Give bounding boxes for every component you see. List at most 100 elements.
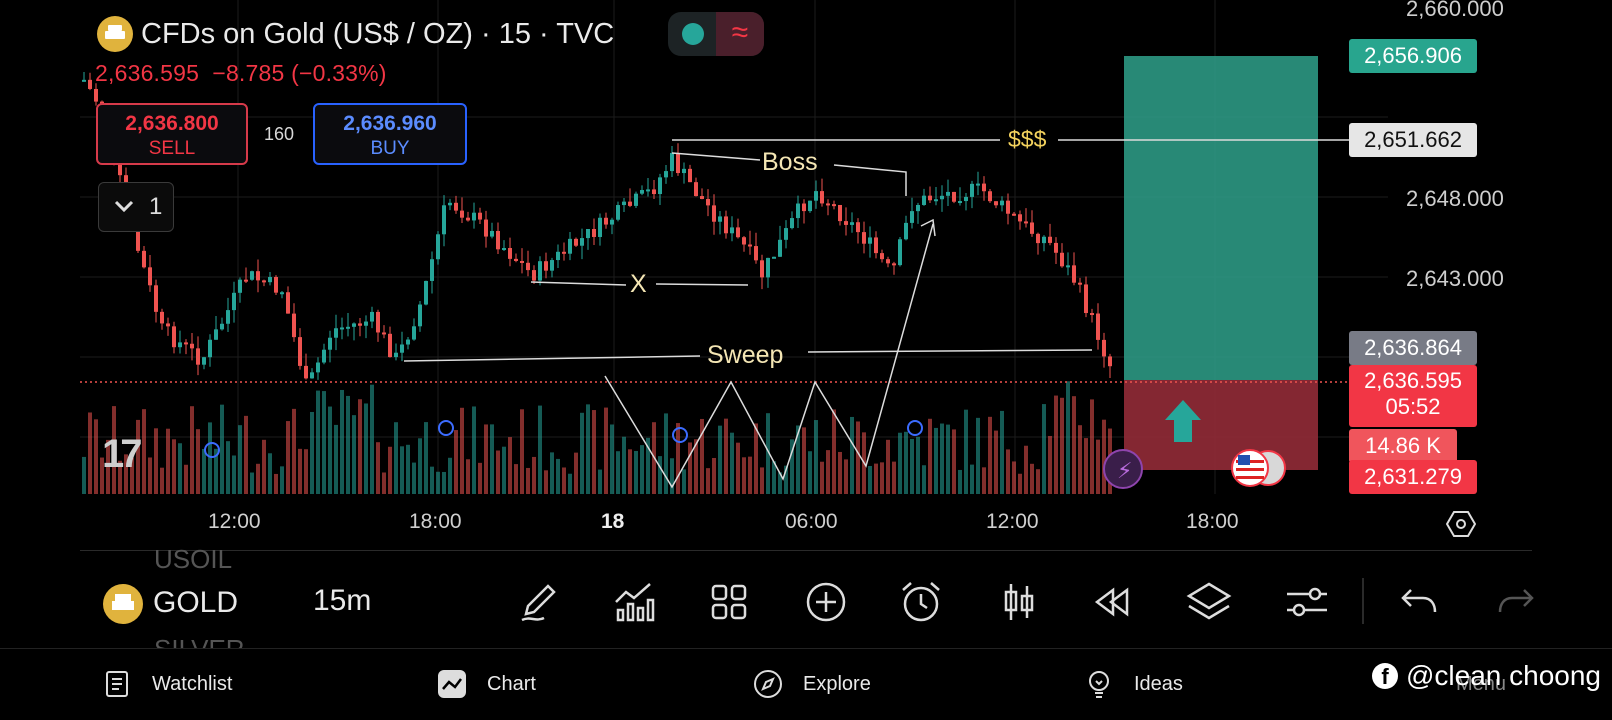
x-label[interactable]: X [630,270,647,298]
time-tick-day: 18 [601,510,625,533]
candle-body [322,349,326,363]
candle-body [802,203,806,212]
volume-bar [1024,445,1028,494]
settings-sliders-icon[interactable] [1283,578,1331,626]
volume-bar [322,391,326,494]
candle-body [1078,282,1082,285]
volume-bar [460,407,464,494]
current-symbol[interactable]: GOLD [153,586,239,619]
candle-body [1006,200,1010,214]
us-flag-icon[interactable] [1231,449,1286,487]
prev-symbol[interactable]: USOIL [154,544,233,574]
candle-body [502,248,506,251]
volume-bar [724,418,728,494]
current-price-label[interactable]: 2,636.595 05:52 [1349,365,1477,427]
volume-bar [430,466,434,494]
symbol-header[interactable]: CFDs on Gold (US$ / OZ) · 15 · TVC [97,14,614,54]
grid-icon[interactable] [705,578,753,626]
boss-label[interactable]: Boss [762,148,818,176]
candle-body [832,204,836,207]
target-price-label[interactable]: 2,656.906 [1349,39,1477,73]
candle-body [940,195,944,200]
layers-icon[interactable] [1185,578,1233,626]
candle-body [640,190,644,194]
volume-bar [706,468,710,494]
candle-body [550,260,554,271]
volume-bar [670,458,674,494]
redo-icon[interactable] [1492,578,1540,626]
volume-bar [604,407,608,494]
indicators-icon[interactable] [610,578,658,626]
volume-bar [268,453,272,494]
liquidity-label[interactable]: $$$ [1008,126,1047,152]
candle-body [928,195,932,201]
position-loss-zone[interactable] [1124,380,1318,470]
candle-body [730,227,734,234]
candle-body [700,196,704,199]
candle-icon[interactable] [995,578,1043,626]
nav-watchlist[interactable]: Watchlist [102,664,232,704]
candle-body [1090,313,1094,316]
liquidity-price-label[interactable]: 2,651.662 [1349,123,1477,157]
candle-body [856,222,860,233]
volume-bar [406,444,410,494]
candle-body [460,210,464,218]
lightning-icon[interactable] [1103,449,1143,489]
volume-bar [250,472,254,494]
symbol-title[interactable]: CFDs on Gold (US$ / OZ) · 15 · TVC [141,17,615,50]
volume-bar [916,436,920,494]
volume-bar [526,467,530,494]
volume-bar [532,456,536,494]
candle-body [562,251,566,254]
candle-body [394,352,398,358]
undo-icon[interactable] [1395,578,1443,626]
candle-body [304,365,308,379]
candle-body [724,216,728,234]
candle-body [490,230,494,237]
nav-menu[interactable]: Menu [1456,673,1507,695]
volume-bar [202,448,206,494]
nav-chart[interactable]: Chart [437,664,536,704]
volume-bar [640,445,644,494]
candle-body [1036,233,1040,244]
sell-button[interactable]: 2,636.800 SELL [96,103,248,165]
indicators-toggle[interactable]: 1 [98,182,174,232]
chart-icon [438,670,466,698]
position-profit-zone[interactable] [1124,56,1318,380]
volume-bar [610,424,614,494]
next-symbol[interactable]: SILVER [154,636,245,648]
nav-ideas[interactable]: Ideas [1084,664,1183,704]
volume-bar [910,438,914,494]
volume-bar [664,413,668,494]
buy-button[interactable]: 2,636.960 BUY [313,103,467,165]
nav-explore[interactable]: Explore [753,664,871,704]
sweep-label[interactable]: Sweep [707,341,784,369]
candle-body [826,203,830,206]
candle-body [412,326,416,340]
alarm-icon[interactable] [897,578,945,626]
entry-price-label[interactable]: 2,636.864 [1349,331,1477,365]
plus-circle-icon[interactable] [802,578,850,626]
candle-body [946,191,950,196]
candle-body [436,234,440,260]
volume-bar [244,415,248,494]
market-status-pill[interactable]: ≈ [668,12,764,56]
candle-body [754,246,758,261]
stop-price-label[interactable]: 2,631.279 [1349,460,1477,494]
interval-selector[interactable]: 15m [313,584,372,617]
candle-body [586,229,590,239]
chart-settings-icon[interactable] [1446,509,1476,539]
volume-bar [376,442,380,494]
candle-body [382,332,386,335]
candle-body [448,202,452,206]
volume-bar [970,464,974,494]
volume-bar [808,451,812,494]
lightbulb-icon [1089,671,1109,698]
candle-body [334,328,338,338]
pencil-icon[interactable] [516,578,564,626]
position-up-arrow-icon [1165,400,1201,442]
replay-icon[interactable] [1089,578,1137,626]
candle-body [1042,236,1046,244]
candle-body [598,217,602,237]
candle-body [760,260,764,278]
